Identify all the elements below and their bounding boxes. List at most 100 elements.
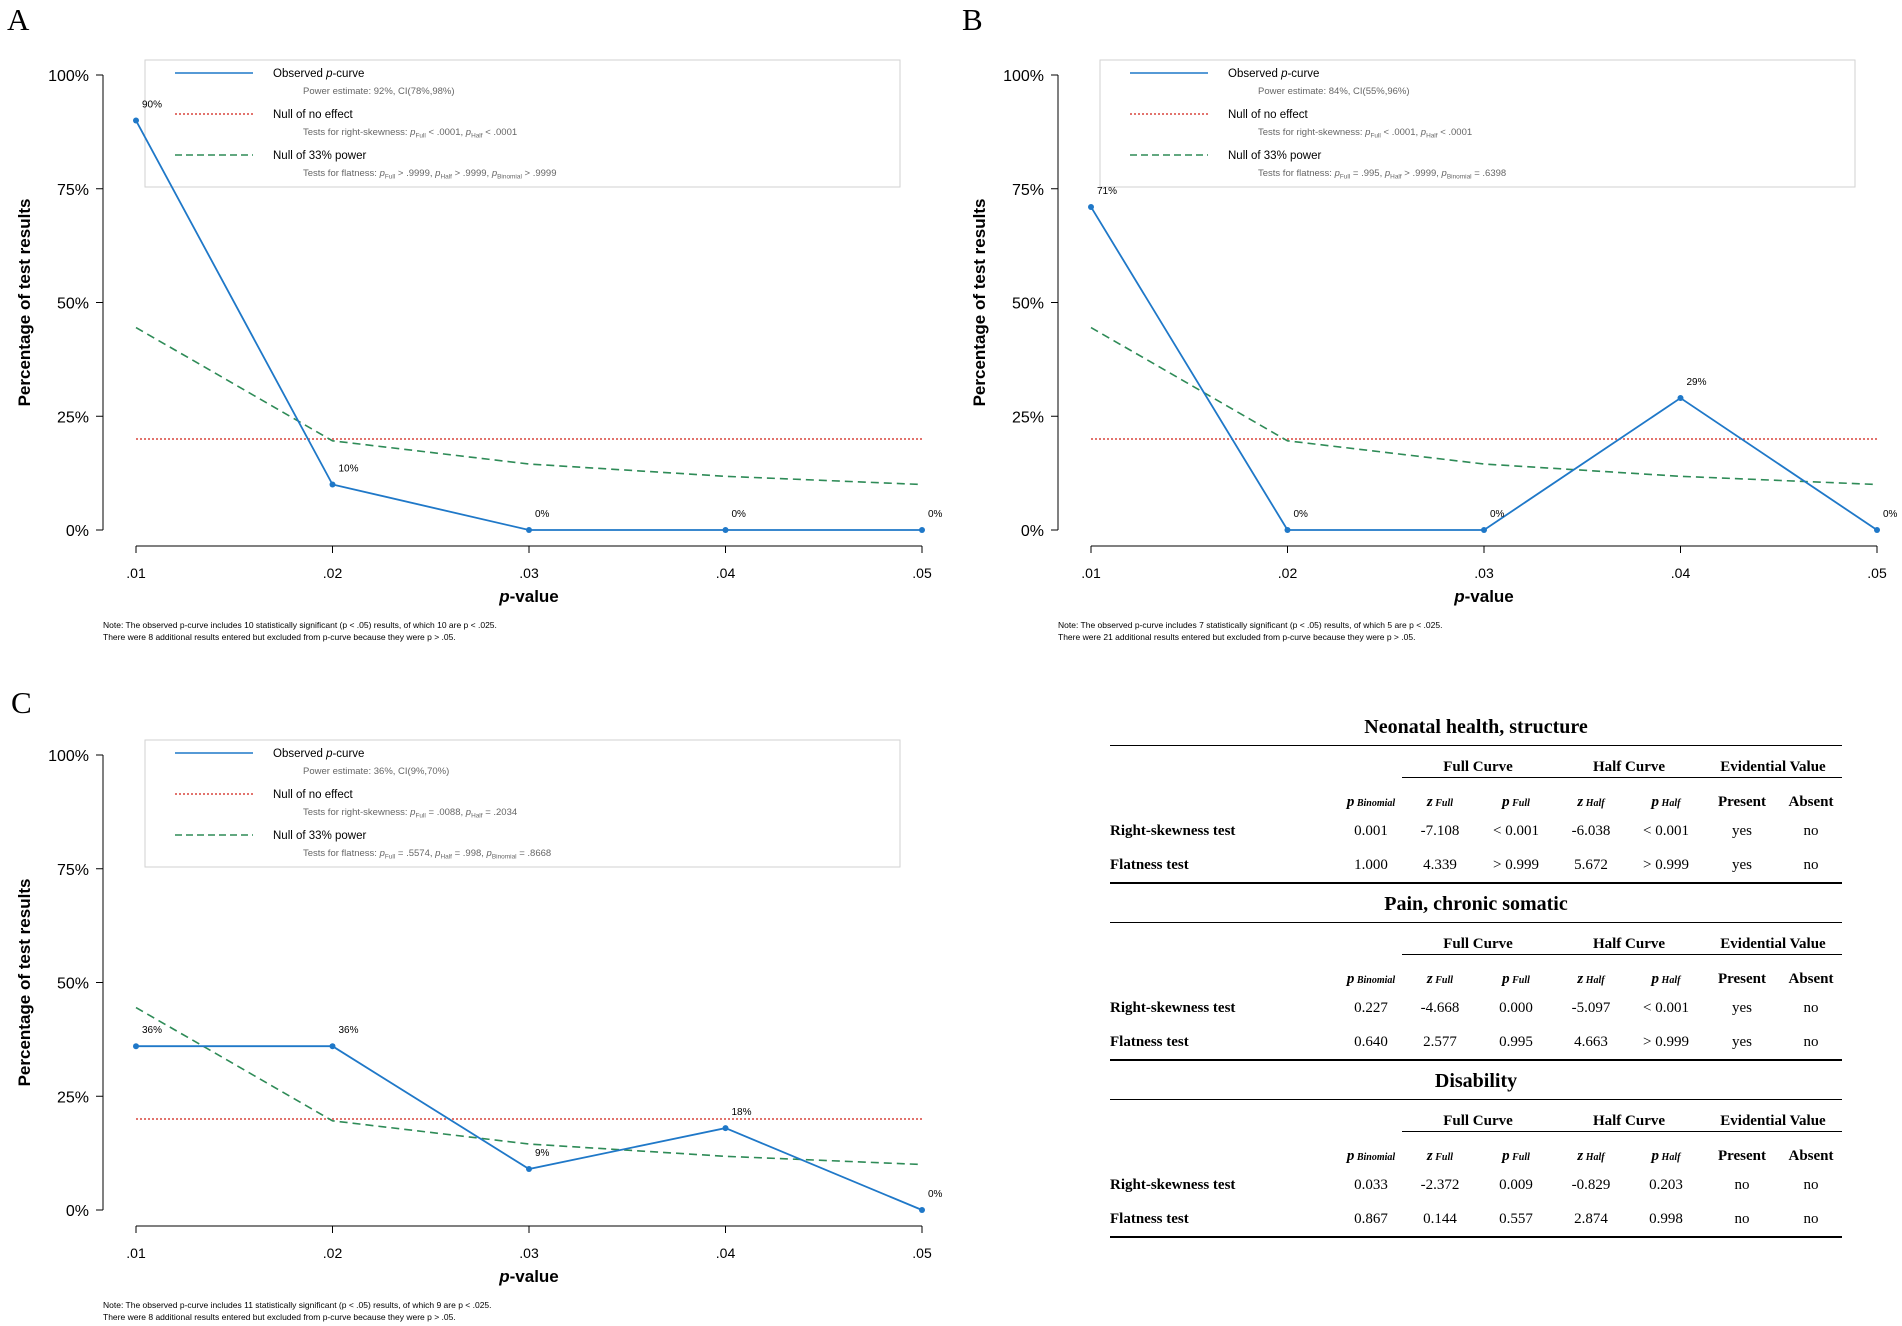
- column-header: p Binomial: [1346, 794, 1396, 810]
- table-cell: -6.038: [1571, 822, 1611, 839]
- column-header: p Half: [1651, 1148, 1681, 1164]
- panel-letter-b: B: [962, 2, 983, 37]
- x-tick-label: .02: [323, 565, 343, 581]
- y-tick-label: 50%: [57, 296, 89, 313]
- table-cell: 4.663: [1554, 1025, 1628, 1061]
- y-tick-label: 25%: [1012, 409, 1044, 426]
- column-header: p Binomial: [1346, 971, 1396, 987]
- observed-point: [919, 1207, 925, 1213]
- table-cell: -4.668: [1420, 999, 1460, 1016]
- x-tick-label: .05: [1867, 565, 1887, 581]
- y-tick-label: 100%: [48, 748, 89, 765]
- observed-point-label: 0%: [732, 509, 747, 520]
- legend-detail-null: Tests for right-skewness: pFull = .0088,…: [303, 807, 517, 820]
- table-row: Flatness test 0.867 0.144 0.557 2.874 0.998 no…: [1110, 1202, 1842, 1238]
- table-cell: 0.000: [1499, 999, 1533, 1016]
- y-tick-label: 75%: [57, 182, 89, 199]
- table-cell: > 0.999: [1478, 848, 1554, 884]
- null-of-33-power-line: [1090, 326, 1878, 486]
- observed-point: [1874, 527, 1880, 533]
- x-tick-label: .01: [126, 1245, 146, 1261]
- note-c: Note: The observed p-curve includes 11 s…: [103, 1299, 492, 1323]
- column-header: p Binomial: [1346, 1148, 1396, 1164]
- y-axis-label: Percentage of test results: [15, 199, 34, 407]
- legend-label-null: Null of no effect: [273, 789, 354, 801]
- table-row: Flatness test 1.000 4.339 > 0.999 5.672 > 0.9…: [1110, 848, 1842, 884]
- observed-point: [1481, 527, 1487, 533]
- legend-detail-null: Tests for right-skewness: pFull < .0001,…: [1258, 127, 1472, 140]
- column-header: [1110, 778, 1340, 815]
- y-tick-label: 50%: [57, 976, 89, 993]
- observed-point-label: 0%: [1294, 509, 1309, 520]
- observed-point-label: 36%: [142, 1025, 162, 1036]
- legend-box: [1099, 59, 1856, 188]
- observed-point-label: 18%: [732, 1107, 752, 1118]
- x-tick-label: .03: [1474, 565, 1494, 581]
- table-cell: < 0.001: [1493, 822, 1539, 839]
- panel-letter-c: C: [11, 685, 32, 720]
- table-cell: no: [1734, 1176, 1750, 1193]
- column-header: p Half: [1651, 794, 1681, 810]
- y-tick-label: 0%: [66, 1203, 89, 1220]
- legend-label-power: Null of 33% power: [273, 830, 366, 842]
- observed-point-label: 0%: [535, 509, 550, 520]
- observed-p-curve-line: [135, 120, 922, 531]
- row-label: Flatness test: [1110, 1025, 1340, 1061]
- group-header: Half Curve: [1554, 1100, 1704, 1132]
- x-axis-label: p-value: [498, 587, 559, 606]
- table-cell: yes: [1704, 1025, 1780, 1061]
- table-cell: -7.108: [1420, 822, 1460, 839]
- group-header: Evidential Value: [1704, 1100, 1842, 1132]
- column-header: Present: [1717, 971, 1767, 987]
- observed-point-label: 90%: [142, 100, 162, 111]
- column-header-row: p Binomial z Full p Full z Half p Half Presen…: [1110, 778, 1842, 815]
- table-cell: no: [1780, 1025, 1842, 1061]
- y-tick-label: 25%: [57, 1089, 89, 1106]
- table-section-title: Pain, chronic somatic: [1110, 884, 1842, 923]
- observed-p-curve-line: [136, 1045, 923, 1211]
- observed-point: [329, 1043, 336, 1050]
- observed-point: [133, 117, 139, 124]
- y-tick-label: 75%: [1012, 182, 1044, 199]
- table-cell: 0.867: [1340, 1202, 1402, 1238]
- note-c-line-2: There were 8 additional results entered …: [103, 1312, 456, 1322]
- column-header: [1110, 1132, 1340, 1169]
- observed-point-label: 0%: [1490, 509, 1505, 520]
- observed-point-label: 0%: [928, 509, 943, 520]
- table-cell: 0.227: [1354, 999, 1388, 1016]
- table-cell: no: [1803, 822, 1819, 839]
- y-tick-label: 100%: [1003, 68, 1044, 85]
- column-header: Absent: [1788, 971, 1834, 987]
- legend-label-power: Null of 33% power: [1228, 150, 1321, 162]
- note-c-line-1: Note: The observed p-curve includes 11 s…: [103, 1300, 492, 1310]
- column-header: z Full: [1426, 794, 1454, 810]
- observed-point-label: 0%: [1883, 509, 1898, 520]
- column-header: p Full: [1502, 971, 1530, 987]
- table-cell: 0.203: [1649, 1176, 1683, 1193]
- observed-point: [1088, 203, 1094, 210]
- group-header: Evidential Value: [1704, 923, 1842, 955]
- x-tick-label: .04: [1671, 565, 1691, 581]
- y-tick-label: 25%: [57, 409, 89, 426]
- legend-label-null: Null of no effect: [1228, 109, 1309, 121]
- group-header: Half Curve: [1554, 746, 1704, 778]
- group-header-row: Full Curve Half Curve Evidential Value: [1110, 746, 1842, 778]
- table-cell: 0.998: [1628, 1202, 1704, 1238]
- column-header: p Half: [1651, 971, 1681, 987]
- observed-point: [1677, 395, 1684, 402]
- observed-point: [526, 1166, 532, 1173]
- table-row: Right-skewness test 0.033 -2.372 0.009 -0.82…: [1110, 1168, 1842, 1202]
- null-of-33-power-line: [135, 326, 923, 486]
- column-header-row: p Binomial z Full p Full z Half p Half Presen…: [1110, 1132, 1842, 1169]
- table-cell: no: [1803, 1176, 1819, 1193]
- observed-point-label: 10%: [339, 464, 359, 475]
- y-axis-label: Percentage of test results: [970, 199, 989, 407]
- x-tick-label: .03: [519, 565, 539, 581]
- p-curve-chart-a: 0% 25% 50% 75% 100% Percentage of test result…: [15, 59, 943, 606]
- observed-point-label: 9%: [535, 1148, 550, 1159]
- table-cell: 0.640: [1340, 1025, 1402, 1061]
- column-header: [1110, 955, 1340, 992]
- table-cell: yes: [1704, 848, 1780, 884]
- p-curve-summary-table: Neonatal health, structure Full Curve Half…: [1110, 707, 1842, 1238]
- legend-label-power: Null of 33% power: [273, 150, 366, 162]
